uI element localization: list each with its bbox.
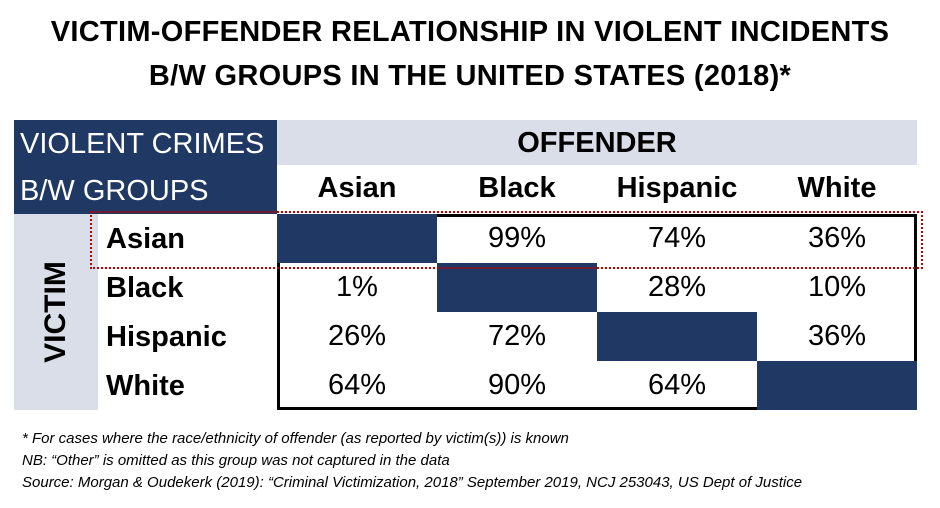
column-header-asian: Asian bbox=[317, 172, 397, 204]
cell-hispanic-black: 72% bbox=[487, 320, 547, 352]
corner-label-line-1: VIOLENT CRIMES bbox=[20, 128, 265, 160]
cell-black-white: 10% bbox=[807, 271, 867, 303]
cell-hispanic-asian: 26% bbox=[327, 320, 387, 352]
cell-white-black: 90% bbox=[487, 369, 547, 401]
row-header-hispanic: Hispanic bbox=[106, 321, 227, 353]
footnote-known-race: * For cases where the race/ethnicity of … bbox=[22, 430, 569, 447]
footnote-other-omitted: NB: “Other” is omitted as this group was… bbox=[22, 452, 450, 469]
column-header-white: White bbox=[797, 172, 877, 204]
cell-asian-black: 99% bbox=[487, 222, 547, 254]
victim-label: VICTIM bbox=[39, 261, 72, 363]
offender-header: OFFENDER bbox=[277, 120, 917, 165]
cell-black-hispanic: 28% bbox=[647, 271, 707, 303]
row-header-asian: Asian bbox=[106, 223, 185, 255]
corner-label-line-2: B/W GROUPS bbox=[20, 175, 209, 207]
chart-title-line-1: VICTIM-OFFENDER RELATIONSHIP IN VIOLENT … bbox=[50, 16, 890, 48]
cell-white-hispanic: 64% bbox=[647, 369, 707, 401]
column-header-hispanic: Hispanic bbox=[616, 172, 738, 204]
cell-asian-white: 36% bbox=[807, 222, 867, 254]
data-grid: 99% 74% 36% 1% 28% 10% 26% 72% 36% 64% 90% 64% bbox=[277, 214, 917, 410]
highlight-row-outline bbox=[90, 211, 923, 269]
offender-label: OFFENDER bbox=[517, 127, 677, 159]
cell-asian-hispanic: 74% bbox=[647, 222, 707, 254]
cell-black-asian: 1% bbox=[336, 271, 378, 303]
column-header-black: Black bbox=[478, 172, 556, 204]
chart-title-line-2: B/W GROUPS IN THE UNITED STATES (2018)* bbox=[148, 60, 792, 92]
corner-header: VIOLENT CRIMES B/W GROUPS bbox=[14, 120, 277, 214]
diagonal-cell-white bbox=[757, 361, 917, 410]
cell-white-asian: 64% bbox=[327, 369, 387, 401]
diagonal-cell-black bbox=[437, 263, 597, 312]
diagonal-cell-hispanic bbox=[597, 312, 757, 361]
cell-hispanic-white: 36% bbox=[807, 320, 867, 352]
footnote-source: Source: Morgan & Oudekerk (2019): “Crimi… bbox=[22, 474, 803, 491]
row-header-white: White bbox=[106, 370, 185, 402]
diagonal-cell-asian bbox=[277, 214, 437, 263]
victim-header: VICTIM bbox=[14, 214, 98, 410]
row-header-black: Black bbox=[106, 272, 184, 304]
